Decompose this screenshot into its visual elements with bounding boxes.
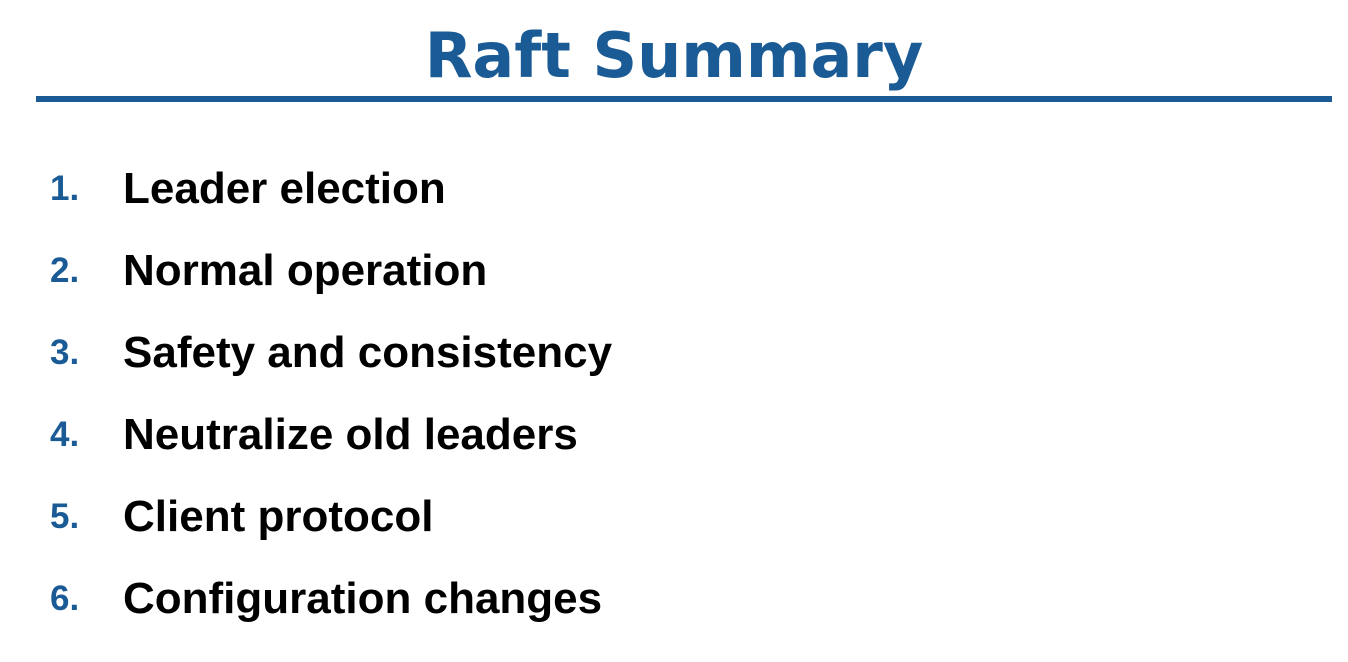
summary-list: 1. Leader election 2. Normal operation 3… [0,148,1348,640]
list-item: 4. Neutralize old leaders [0,394,1348,476]
list-item-number: 6. [50,579,80,618]
list-item-label: Normal operation [123,246,488,295]
slide-title: Raft Summary [424,19,924,92]
list-item-label: Leader election [123,164,446,213]
list-item: 3. Safety and consistency [0,312,1348,394]
list-item-number: 3. [50,333,80,372]
list-item: 6. Configuration changes [0,558,1348,640]
list-item-label: Configuration changes [123,574,603,623]
list-item: 1. Leader election [0,148,1348,230]
list-item: 2. Normal operation [0,230,1348,312]
list-item-label: Neutralize old leaders [123,410,578,459]
list-item-number: 4. [50,415,80,454]
title-underline-divider [36,96,1332,102]
list-item-label: Client protocol [123,492,434,541]
list-item-number: 1. [50,169,80,208]
list-item-number: 2. [50,251,80,290]
list-item-label: Safety and consistency [123,328,613,377]
list-item-number: 5. [50,497,80,536]
list-item: 5. Client protocol [0,476,1348,558]
